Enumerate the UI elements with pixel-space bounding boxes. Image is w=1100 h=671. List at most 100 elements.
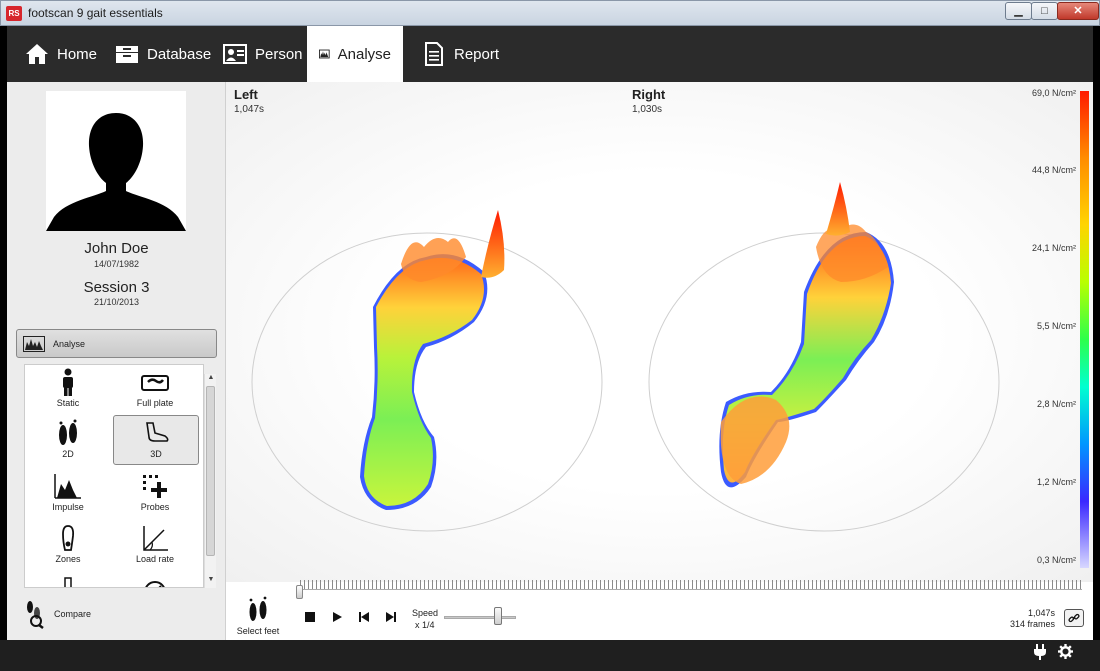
tool-static-label: Static	[56, 398, 80, 408]
window-title: footscan 9 gait essentials	[28, 6, 163, 20]
tool-zones[interactable]: Zones	[25, 521, 111, 571]
main-nav: Home Database Person Analyse Report	[7, 26, 1093, 82]
play-icon	[333, 612, 342, 622]
tool-full-plate[interactable]: Full plate	[112, 365, 198, 415]
frame-count: 314 frames	[1009, 619, 1055, 629]
timeline-ticks[interactable]	[300, 580, 1082, 590]
scrollbar-thumb[interactable]	[206, 386, 215, 556]
left-panel: John Doe 14/07/1982 Session 3 21/10/2013…	[7, 82, 226, 640]
nav-database[interactable]: Database	[103, 26, 223, 82]
load-rate-icon	[143, 526, 168, 551]
maximize-button[interactable]: □	[1031, 2, 1058, 20]
analyse-section-label: Analyse	[53, 338, 86, 349]
tool-static[interactable]: Static	[25, 365, 111, 415]
select-feet-label: Select feet	[236, 626, 280, 636]
nav-home[interactable]: Home	[13, 26, 109, 82]
skip-forward-icon	[386, 612, 396, 622]
skip-back-icon	[359, 612, 369, 622]
nav-person-label: Person	[255, 45, 303, 63]
speed-label: Speed	[412, 608, 439, 618]
zones-icon	[62, 525, 75, 551]
nav-analyse[interactable]: Analyse	[307, 26, 403, 82]
analyse-icon	[23, 335, 45, 352]
scroll-up-arrow-icon[interactable]: ▲	[207, 374, 215, 381]
gauge-icon	[145, 581, 165, 587]
analyse-icon	[319, 49, 330, 59]
person-silhouette-icon	[46, 113, 186, 231]
probes-icon	[143, 475, 167, 498]
minimize-button[interactable]: ▁	[1005, 2, 1032, 20]
speed-slider-track[interactable]	[444, 616, 516, 619]
nav-report-label: Report	[454, 45, 500, 63]
scale-label: 5,5 N/cm²	[1036, 321, 1076, 331]
next-frame-button[interactable]	[383, 609, 399, 625]
tool-3d[interactable]: 3D	[113, 415, 199, 465]
compare-button[interactable]: Compare	[21, 596, 141, 632]
stop-button[interactable]	[302, 609, 318, 625]
session-date: 21/10/2013	[93, 297, 140, 307]
session-name: Session 3	[83, 279, 150, 296]
tool-zones-label: Zones	[55, 554, 81, 564]
right-foot-time: 1,030s	[632, 104, 663, 115]
tool-load-rate-label: Load rate	[135, 554, 175, 564]
feet-2d-icon	[59, 419, 77, 445]
scale-label: 2,8 N/cm²	[1036, 399, 1076, 409]
tool-2d[interactable]: 2D	[25, 416, 111, 466]
left-plate-outline	[251, 232, 603, 532]
tool-load-rate[interactable]: Load rate	[112, 521, 198, 571]
tool-impulse-label: Impulse	[52, 502, 84, 512]
speed-slider-handle[interactable]	[494, 607, 502, 625]
tools-scrollbar[interactable]: ▲ ▼	[204, 374, 216, 588]
person-name: John Doe	[84, 240, 149, 257]
pressure-3d-view[interactable]: Left 1,047s Right 1,030s 69,0 N/cm² 44,8…	[226, 82, 1093, 582]
avatar	[46, 91, 186, 231]
speed-value: x 1/4	[415, 620, 435, 630]
tool-more-2[interactable]	[112, 573, 198, 587]
left-foot-time: 1,047s	[234, 104, 265, 115]
play-button[interactable]	[329, 609, 345, 625]
nav-report[interactable]: Report	[410, 26, 511, 82]
stop-icon	[305, 612, 315, 622]
gear-icon[interactable]	[1058, 644, 1073, 659]
nav-analyse-label: Analyse	[337, 45, 391, 63]
select-feet-button[interactable]: Select feet	[232, 596, 284, 636]
person-dob: 14/07/1982	[93, 259, 140, 269]
right-foot-pressure	[719, 182, 894, 488]
plug-icon[interactable]	[1033, 644, 1047, 660]
tool-2d-label: 2D	[62, 449, 74, 459]
tool-full-plate-label: Full plate	[136, 398, 174, 408]
analyse-section-header[interactable]: Analyse	[16, 329, 217, 358]
scroll-down-arrow-icon[interactable]: ▼	[207, 576, 215, 583]
timeline-handle[interactable]	[296, 585, 303, 599]
left-foot-pressure	[360, 210, 505, 510]
timeline-track[interactable]	[300, 589, 1082, 590]
tool-probes[interactable]: Probes	[112, 469, 198, 519]
link-button[interactable]	[1064, 609, 1084, 627]
tool-more-1[interactable]	[25, 573, 111, 587]
previous-frame-button[interactable]	[356, 609, 372, 625]
left-foot-label: Left	[234, 87, 258, 102]
scale-label: 44,8 N/cm²	[1031, 165, 1076, 175]
person-card-icon	[223, 44, 247, 64]
pressure-3d-canvas	[251, 182, 1000, 532]
pressure-color-scale	[1080, 91, 1089, 568]
current-time: 1,047s	[1027, 608, 1055, 618]
report-icon	[425, 42, 443, 66]
scale-label: 69,0 N/cm²	[1031, 88, 1076, 98]
tool-3d-label: 3D	[150, 449, 162, 459]
title-bar: RS footscan 9 gait essentials ▁ □ ✕	[0, 0, 1100, 26]
tool-probes-label: Probes	[140, 502, 170, 512]
impulse-chart-icon	[54, 474, 81, 499]
nav-person[interactable]: Person	[211, 26, 315, 82]
compare-icon	[27, 601, 44, 629]
scale-label: 0,3 N/cm²	[1036, 555, 1076, 565]
close-button[interactable]: ✕	[1057, 2, 1099, 20]
feet-icon	[249, 596, 267, 621]
home-icon	[26, 44, 48, 64]
full-plate-icon	[141, 375, 169, 391]
tool-impulse[interactable]: Impulse	[25, 469, 111, 519]
app-logo-icon: RS	[6, 6, 22, 21]
standing-person-icon	[63, 368, 73, 396]
database-icon	[116, 46, 138, 63]
analysis-tools-list: Static Full plate 2D 3D Impulse Probes Z…	[24, 364, 204, 588]
